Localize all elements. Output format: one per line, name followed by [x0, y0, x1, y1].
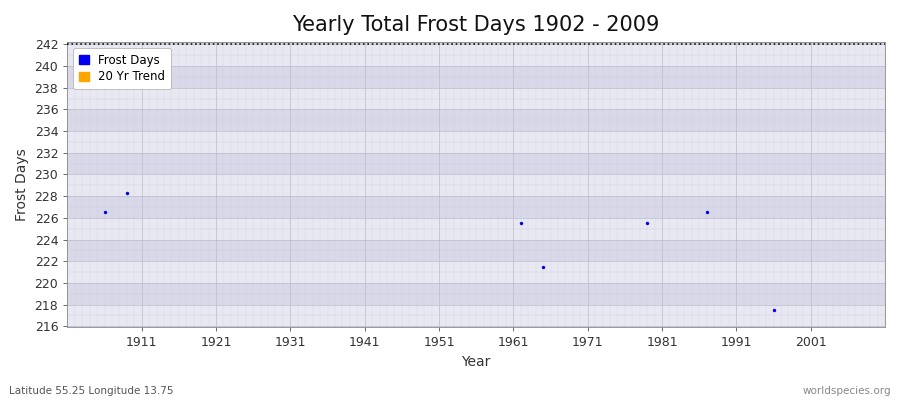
Bar [68, 44, 885, 66]
Bar [68, 196, 885, 218]
Bar [68, 240, 885, 261]
Bar [68, 283, 885, 305]
Bar [68, 218, 885, 240]
Legend: Frost Days, 20 Yr Trend: Frost Days, 20 Yr Trend [73, 48, 171, 89]
Point [766, 307, 780, 313]
Bar [68, 88, 885, 109]
Bar [68, 261, 885, 283]
Point [514, 220, 528, 226]
Bar [68, 174, 885, 196]
Point [640, 220, 654, 226]
Text: Latitude 55.25 Longitude 13.75: Latitude 55.25 Longitude 13.75 [9, 386, 174, 396]
X-axis label: Year: Year [462, 355, 490, 369]
Text: worldspecies.org: worldspecies.org [803, 386, 891, 396]
Bar [68, 131, 885, 153]
Bar [68, 153, 885, 174]
Title: Yearly Total Frost Days 1902 - 2009: Yearly Total Frost Days 1902 - 2009 [292, 15, 660, 35]
Point [120, 190, 134, 196]
Bar [68, 305, 885, 326]
Point [536, 264, 550, 270]
Point [97, 209, 112, 216]
Bar [68, 109, 885, 131]
Point [699, 209, 714, 216]
Bar [68, 66, 885, 88]
Y-axis label: Frost Days: Frost Days [15, 148, 29, 221]
